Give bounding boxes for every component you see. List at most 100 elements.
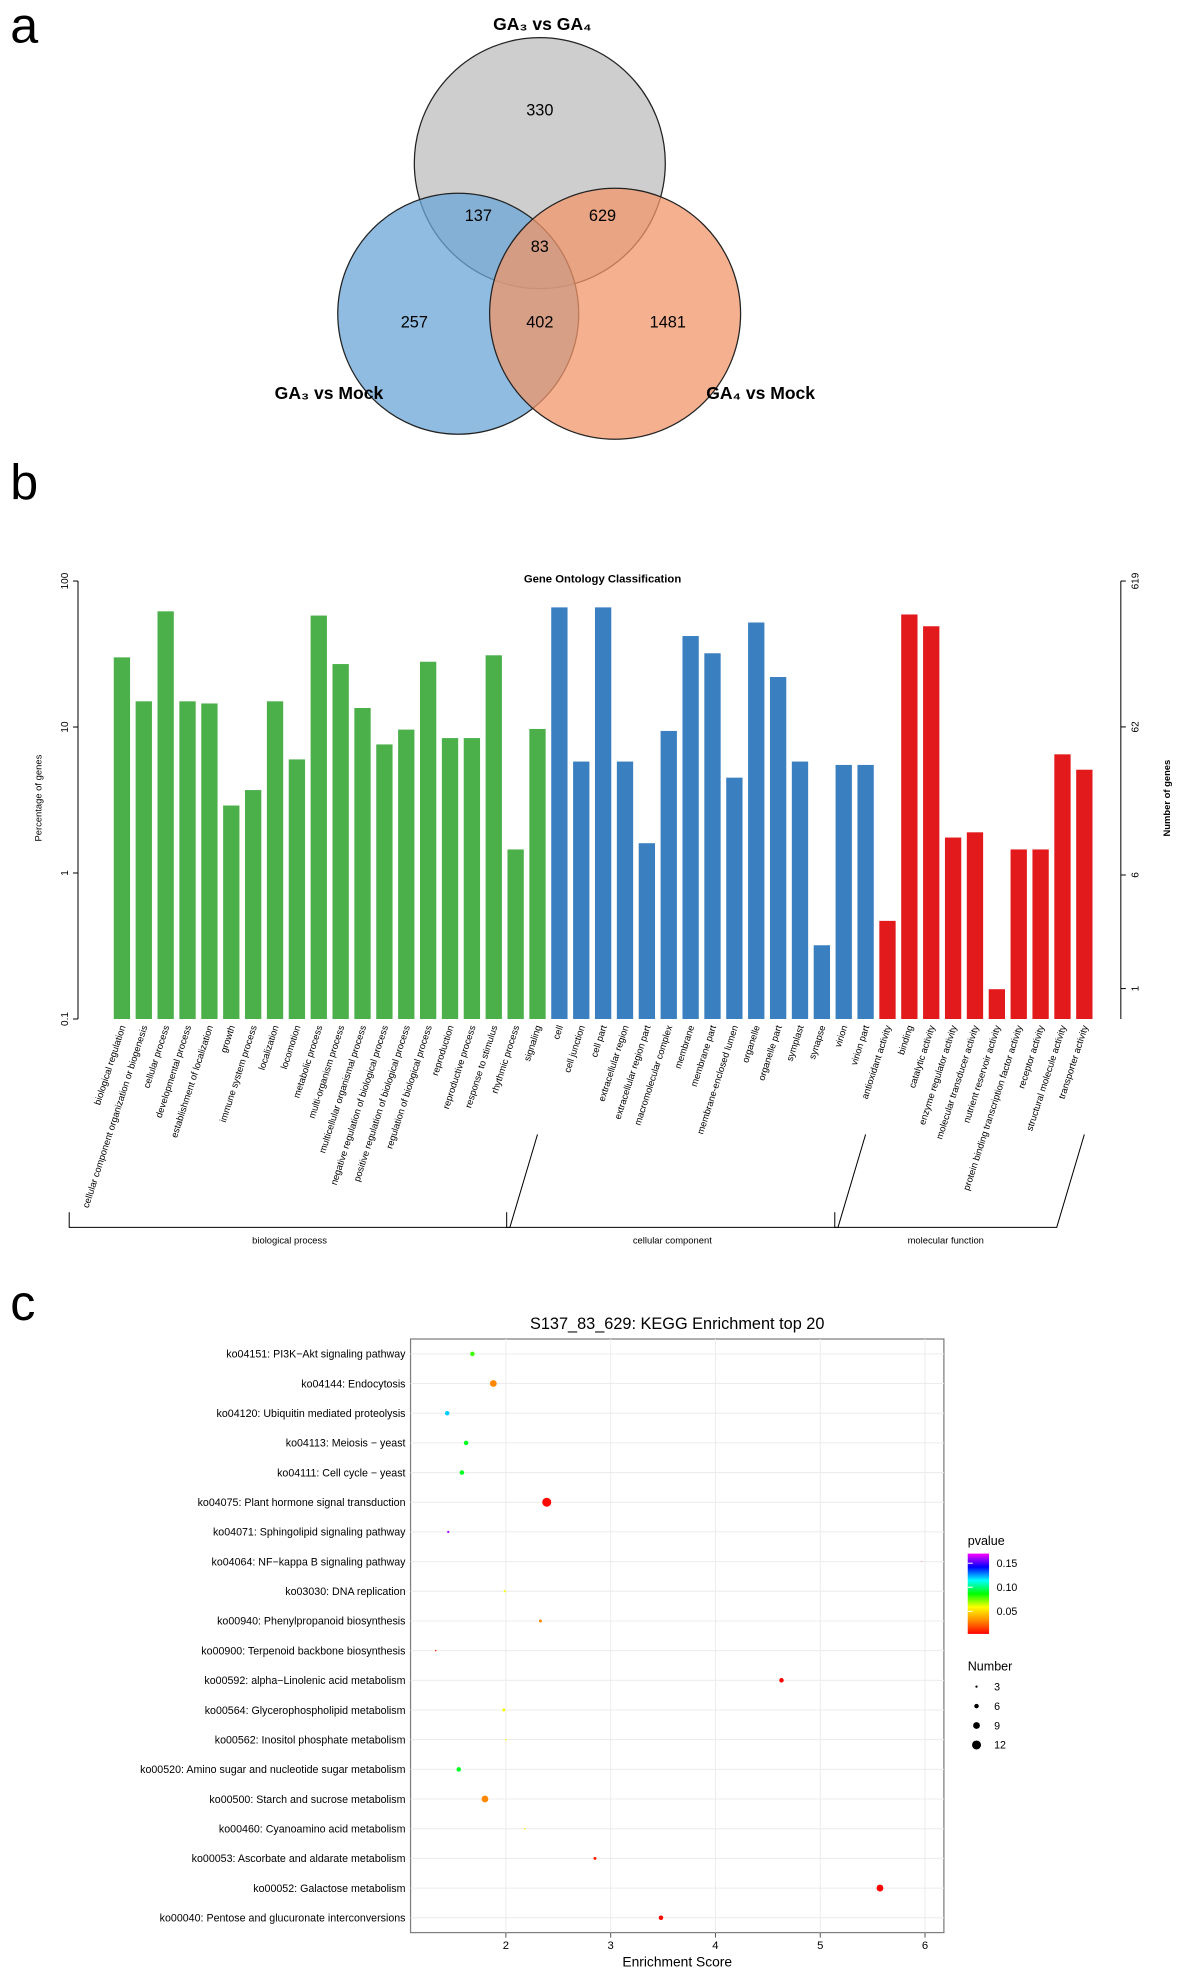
bubble [524,1827,526,1830]
x-tick-label: synapse [806,1024,827,1061]
bar [1010,849,1027,1020]
colorbar-tick-label: 0.15 [997,1558,1018,1570]
region-count: 83 [531,238,549,256]
bar [966,832,984,1020]
bubble [456,1767,462,1772]
x-tick-label: locomotion [278,1024,303,1071]
bar [113,657,131,1020]
bar [419,661,437,1020]
bar [441,738,459,1020]
bar [879,920,896,1020]
y-tick-label: ko04064: NF−kappa B signaling pathway [212,1556,407,1568]
bubble [463,1440,469,1446]
bar [201,703,218,1020]
bar [266,701,284,1020]
y2-tick-label: 6 [1130,872,1141,878]
bar [660,730,677,1020]
x-tick-label: 3 [608,1940,614,1952]
size-legend-dot [975,1685,978,1688]
y-tick-label: ko00592: alpha−Linolenic acid metabolism [204,1675,405,1687]
bar [529,728,546,1020]
bar [179,701,196,1020]
group-bracket [506,1134,867,1228]
bar [288,759,306,1020]
x-tick-label: growth [218,1024,237,1054]
bar [682,636,699,1020]
y-tick-label: ko04113: Meiosis − yeast [286,1438,406,1450]
bubble [876,1884,884,1892]
y-tick-label: ko00564: Glycerophospholipid metabolism [205,1705,406,1717]
bar [1054,754,1071,1020]
bar [748,622,765,1020]
y-tick-label: ko00520: Amino sugar and nucleotide suga… [140,1764,406,1776]
region-count: 257 [401,314,428,332]
colorbar [967,1553,990,1634]
bar [923,626,940,1020]
bubble [779,1678,784,1683]
chart-title: S137_83_629: KEGG Enrichment top 20 [530,1315,824,1333]
colorbar-tick-label: 0.05 [997,1606,1018,1618]
group-bracket [68,1134,538,1228]
x-tick-label: cell part [588,1023,609,1058]
bar [813,945,831,1020]
set-label: GA₃ vs GA₄ [493,14,591,34]
bubble [459,1470,465,1475]
bubble [434,1649,437,1652]
set-label: GA₄ vs Mock [706,383,815,403]
region-count: 402 [526,314,553,332]
bar [857,764,874,1020]
x-tick-label: virion part [848,1023,871,1066]
bar [835,764,852,1020]
bubble [538,1619,542,1623]
panel-label: a [10,0,38,54]
x-tick-label: virion [832,1024,849,1049]
y-tick-label: ko04120: Ubiquitin mediated proteolysis [217,1408,406,1420]
y-tick-label: ko00900: Terpenoid backbone biosynthesis [201,1645,405,1657]
bubble [502,1708,506,1712]
group-label: molecular function [908,1235,984,1246]
y-tick-label: ko03030: DNA replication [285,1586,405,1598]
y-tick-label: ko00052: Galactose metabolism [253,1883,405,1895]
y2-tick-label: 619 [1130,572,1141,589]
y-tick-label: ko00040: Pentose and glucuronate interco… [160,1913,406,1925]
x-tick-label: 5 [817,1940,823,1952]
bar [988,989,1006,1020]
plot-area [409,1338,945,1934]
bar [354,707,371,1020]
bubble [444,1410,450,1416]
bar [463,738,481,1020]
size-legend-dot [974,1703,979,1709]
y2-axis-label: Number of genes [1161,760,1172,837]
x-tick-label: organelle [739,1024,761,1064]
bar [704,653,721,1020]
x-tick-label: signaling [521,1024,543,1063]
bar [638,843,656,1020]
bubble [505,1738,507,1741]
bar [157,611,174,1020]
bubble [542,1497,552,1507]
x-axis-label: Enrichment Score [622,1954,732,1969]
x-tick-label: binding [895,1024,915,1056]
bar [551,607,568,1020]
y-axis-label: Percentage of genes [33,754,44,841]
group-bracket [834,1134,1085,1228]
panel-label: b [10,454,38,510]
y2-tick-label: 62 [1130,721,1141,733]
bar [769,677,787,1020]
bubble [447,1530,450,1534]
group-label: biological process [252,1235,327,1246]
x-tick-label: symplast [784,1023,806,1062]
bar [223,805,240,1020]
legend-title: pvalue [968,1534,1005,1548]
colorbar-tick-label: 0.10 [997,1582,1018,1594]
x-tick-label: cell [550,1024,565,1041]
y-tick-label: 1 [60,870,71,876]
bar [244,790,262,1020]
y2-tick-label: 1 [1130,985,1141,991]
y-tick-label: ko04111: Cell cycle − yeast [277,1467,405,1479]
bubble [503,1590,506,1593]
bar [332,664,349,1020]
set-label: GA₃ vs Mock [275,383,384,403]
bubble [489,1380,497,1387]
